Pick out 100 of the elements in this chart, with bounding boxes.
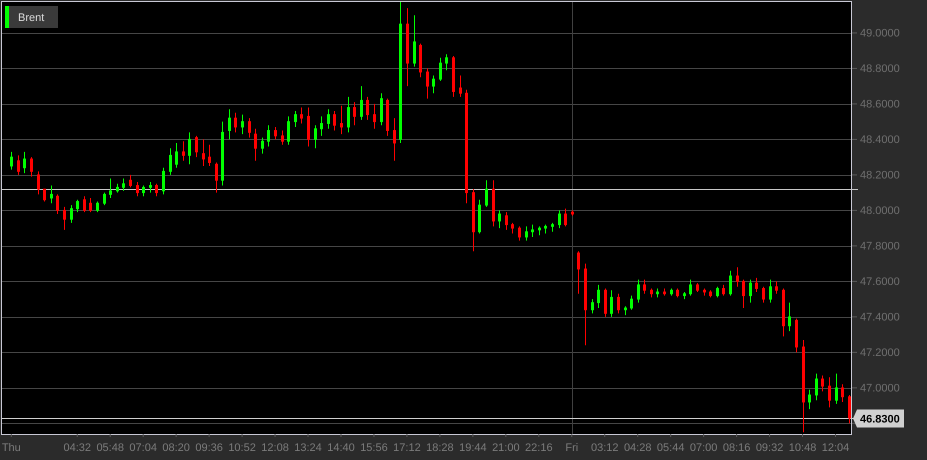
ref-line-label: 46.8300 (860, 414, 900, 426)
x-tick-label: 19:44 (459, 442, 487, 454)
candlestick (208, 144, 211, 167)
candlestick (558, 210, 561, 229)
candlestick (43, 188, 46, 202)
candlestick (736, 266, 739, 288)
x-tick-label: Fri (565, 442, 578, 454)
candlestick (445, 54, 448, 71)
candlestick (129, 174, 132, 188)
candlestick (749, 279, 752, 304)
y-tick-label: 47.8000 (860, 240, 900, 252)
x-tick-label: 18:28 (426, 442, 454, 454)
x-tick-label: 07:00 (690, 442, 718, 454)
candlestick (241, 114, 244, 135)
candlestick (821, 374, 824, 392)
candlestick (267, 124, 270, 148)
x-tick-label: 05:44 (656, 442, 684, 454)
x-tick-label: 07:04 (129, 442, 157, 454)
x-tick-label: 03:12 (590, 442, 618, 454)
candlestick (689, 279, 692, 296)
candlestick (202, 138, 205, 167)
candlestick (755, 277, 758, 293)
candlestick (228, 108, 231, 140)
candlestick (23, 151, 26, 174)
candlestick (287, 116, 290, 146)
candlestick (459, 75, 462, 98)
candlestick (544, 224, 547, 234)
y-tick-label: 47.0000 (860, 382, 900, 394)
candlestick (188, 132, 191, 165)
candlestick (234, 112, 237, 133)
candlestick (149, 182, 152, 194)
candlestick (136, 182, 139, 197)
candlestick (610, 290, 613, 318)
candlestick (215, 162, 218, 194)
candlestick (782, 288, 785, 337)
candlestick (492, 180, 495, 227)
candlestick (472, 188, 475, 252)
candlestick (551, 222, 554, 232)
candlestick (360, 86, 363, 120)
y-tick-label: 47.4000 (860, 311, 900, 324)
candlestick (393, 118, 396, 162)
candlestick (333, 110, 336, 132)
candlestick (729, 270, 732, 296)
candlestick (788, 302, 791, 332)
candlestick (175, 142, 178, 168)
x-tick-label: Thu (2, 442, 21, 454)
candlestick (518, 226, 521, 242)
candlestick (162, 167, 165, 195)
candlestick (525, 226, 528, 242)
candlestick (116, 183, 119, 194)
candlestick (478, 199, 481, 234)
candlestick (10, 151, 13, 170)
candlestick (564, 208, 567, 227)
candlestick (624, 306, 627, 316)
candlestick (775, 280, 778, 294)
x-tick-label: 10:48 (788, 442, 816, 454)
candlestick (538, 226, 541, 236)
candlestick (169, 148, 172, 176)
candlestick (340, 105, 343, 135)
candlestick (841, 384, 844, 403)
candlestick (795, 318, 798, 353)
y-tick-label: 48.2000 (860, 169, 900, 182)
candlestick (373, 103, 376, 130)
candlestick (320, 116, 323, 136)
x-tick-label: 04:32 (63, 442, 91, 454)
candlestick (643, 279, 646, 294)
candlestick (498, 210, 501, 229)
candlestick (439, 57, 442, 82)
y-tick-label: 48.0000 (860, 204, 900, 217)
y-tick-label: 47.6000 (860, 276, 900, 288)
x-tick-label: 09:36 (195, 442, 223, 454)
candlestick (815, 373, 818, 401)
candlestick (709, 290, 712, 298)
x-tick-label: 10:52 (228, 442, 256, 454)
candlestick (762, 286, 765, 304)
candlestick (300, 106, 303, 124)
legend-label: Brent (18, 12, 44, 24)
candlestick (307, 106, 310, 148)
candlestick (182, 140, 185, 162)
candlestick (426, 68, 429, 100)
candlestick (89, 197, 92, 213)
candlestick (50, 185, 53, 204)
candlestick (419, 43, 422, 78)
candlestick (380, 92, 383, 126)
candlestick (347, 96, 350, 133)
candlestick (571, 210, 574, 216)
candlestick (848, 394, 851, 424)
x-tick-label: 12:04 (822, 442, 850, 454)
candlestick (274, 126, 277, 140)
candlestick (261, 137, 264, 154)
y-tick-label: 48.8000 (860, 62, 900, 75)
candlestick (70, 204, 73, 224)
candlestick (96, 201, 99, 213)
candlestick (63, 206, 66, 230)
x-tick-label: 08:16 (722, 442, 750, 454)
candlestick (696, 282, 699, 293)
candlestick (432, 75, 435, 94)
candlestick (327, 108, 330, 130)
candlestick (294, 110, 297, 128)
candlestick (254, 128, 257, 162)
